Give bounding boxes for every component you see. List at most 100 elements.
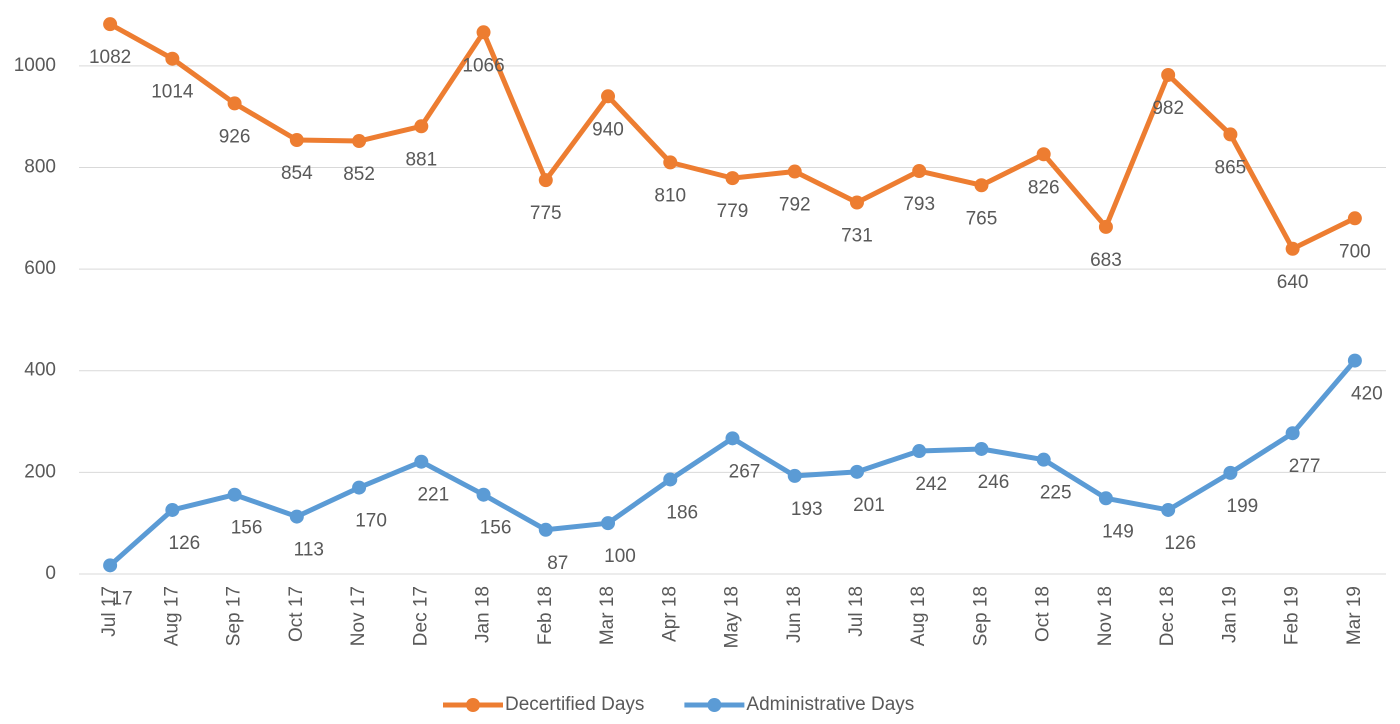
data-point [227, 487, 242, 502]
data-label: 683 [1090, 250, 1122, 271]
data-label: 267 [729, 461, 761, 482]
x-tick-label: Aug 18 [908, 586, 929, 646]
data-label: 1082 [89, 47, 131, 68]
x-tick-label: Aug 17 [161, 586, 182, 646]
data-label: 881 [405, 149, 437, 170]
data-point [165, 502, 180, 517]
data-point [725, 431, 740, 446]
data-point [103, 17, 118, 32]
data-label: 170 [355, 511, 387, 532]
data-point [1098, 219, 1113, 234]
data-label: 854 [281, 163, 313, 184]
data-label: 113 [294, 540, 324, 561]
data-label: 156 [231, 518, 263, 539]
x-tick-label: Nov 18 [1095, 586, 1116, 646]
data-label: 1066 [462, 55, 504, 76]
data-label: 940 [592, 119, 624, 140]
data-label: 126 [169, 533, 201, 554]
data-label: 126 [1164, 533, 1196, 554]
x-tick-label: Jul 17 [99, 586, 120, 637]
data-label: 242 [915, 474, 947, 495]
data-label: 982 [1152, 98, 1184, 119]
x-tick-label: Feb 19 [1282, 586, 1303, 645]
data-point [849, 464, 864, 479]
data-point [601, 516, 616, 531]
x-tick-label: Dec 18 [1157, 586, 1178, 646]
data-label: 865 [1215, 157, 1247, 178]
x-tick-label: Jan 19 [1219, 586, 1240, 643]
data-label: 700 [1339, 241, 1371, 262]
data-label: 201 [853, 495, 885, 516]
data-point [1161, 502, 1176, 517]
x-tick-label: Mar 18 [597, 586, 618, 645]
data-label: 852 [343, 164, 375, 185]
data-label: 199 [1227, 496, 1259, 517]
data-point [352, 134, 367, 149]
data-label: 246 [978, 472, 1010, 493]
data-label: 186 [666, 502, 698, 523]
data-point [787, 164, 802, 179]
x-tick-label: Mar 19 [1344, 586, 1365, 645]
data-point [476, 25, 491, 40]
data-point [1161, 67, 1176, 82]
x-tick-label: Dec 17 [410, 586, 431, 646]
data-point [1223, 127, 1238, 142]
data-label: 765 [966, 208, 998, 229]
x-tick-label: Jun 18 [784, 586, 805, 643]
legend-marker [707, 698, 722, 712]
data-point [165, 51, 180, 66]
x-tick-label: Jan 18 [473, 586, 494, 643]
data-point [1036, 147, 1051, 162]
x-tick-label: Oct 17 [286, 586, 307, 642]
data-point [663, 472, 678, 487]
data-label: 193 [791, 499, 823, 520]
x-tick-label: Jul 18 [846, 586, 867, 637]
legend-label: Decertified Days [505, 694, 644, 715]
data-point [103, 558, 118, 573]
data-point [912, 444, 927, 459]
data-label: 17 [112, 588, 133, 609]
x-tick-label: Sep 18 [970, 586, 991, 646]
data-point [352, 480, 367, 495]
legend-marker [466, 698, 480, 712]
data-point [414, 119, 429, 134]
data-label: 926 [219, 126, 251, 147]
y-tick-label: 200 [24, 461, 56, 482]
x-tick-label: May 18 [722, 586, 743, 648]
data-label: 156 [480, 518, 512, 539]
data-label: 779 [717, 201, 749, 222]
data-point [476, 487, 491, 502]
data-point [974, 178, 989, 193]
data-point [538, 522, 553, 537]
data-label: 826 [1028, 177, 1060, 198]
data-point [1098, 491, 1113, 506]
data-point [414, 454, 429, 469]
data-point [663, 155, 678, 170]
data-point [289, 133, 304, 148]
data-point [849, 195, 864, 210]
data-label: 100 [604, 546, 636, 567]
data-label: 731 [841, 226, 873, 247]
data-point [974, 441, 989, 456]
data-point [1347, 353, 1362, 368]
data-point [787, 468, 802, 483]
data-label: 792 [779, 195, 811, 216]
data-point [227, 96, 242, 111]
x-tick-label: Nov 17 [348, 586, 369, 646]
x-tick-label: Oct 18 [1033, 586, 1054, 642]
data-point [725, 171, 740, 186]
data-point [1036, 452, 1051, 467]
data-point [1223, 465, 1238, 480]
x-tick-label: Feb 18 [535, 586, 556, 645]
y-tick-label: 0 [45, 563, 56, 584]
x-tick-label: Sep 17 [224, 586, 245, 646]
data-label: 420 [1351, 384, 1383, 405]
legend-label: Administrative Days [746, 694, 914, 715]
data-point [1347, 211, 1362, 226]
data-point [912, 164, 927, 179]
y-tick-label: 800 [24, 156, 56, 177]
data-label: 221 [417, 485, 449, 506]
data-point [601, 89, 616, 104]
data-label: 149 [1102, 521, 1134, 542]
